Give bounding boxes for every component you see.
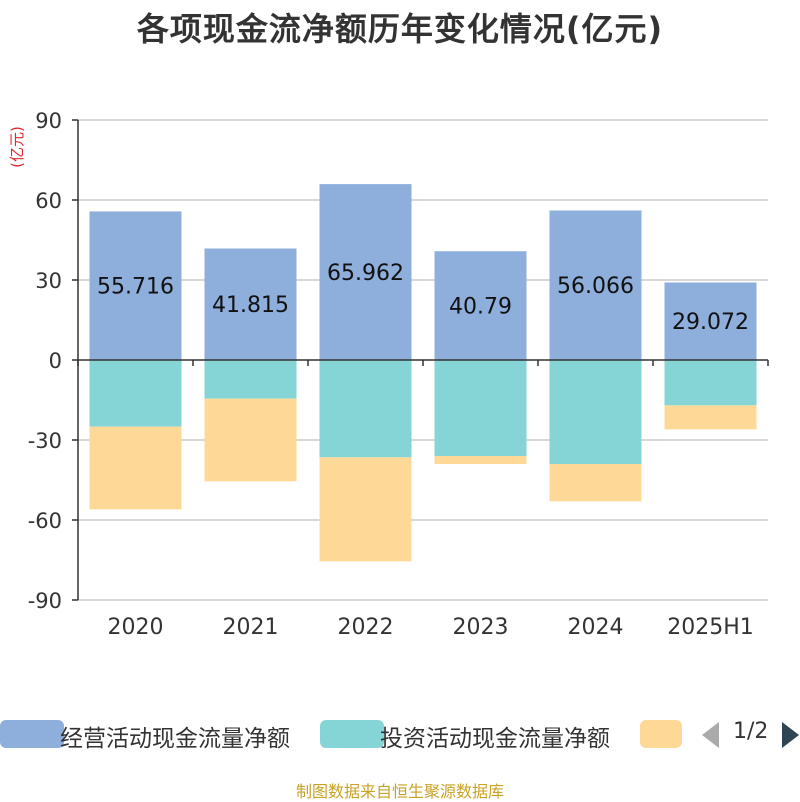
y-tick-label: 60 bbox=[35, 189, 62, 213]
x-tick-label: 2020 bbox=[108, 615, 164, 640]
bar-value-label: 40.79 bbox=[449, 295, 512, 320]
bar-value-label: 41.815 bbox=[212, 293, 289, 318]
x-tick-label: 2024 bbox=[568, 615, 624, 640]
pager-indicator: 1/2 bbox=[733, 719, 769, 744]
bar-series2-2021 bbox=[204, 398, 297, 482]
axes bbox=[72, 119, 769, 601]
chart-title: 各项现金流净额历年变化情况(亿元) bbox=[136, 10, 664, 48]
bar-series1-2025H1 bbox=[664, 360, 757, 406]
bar-value-label: 56.066 bbox=[557, 274, 634, 299]
x-tick-label: 2021 bbox=[223, 615, 279, 640]
bar-series1-2024 bbox=[549, 360, 642, 464]
grid-lines bbox=[78, 119, 768, 601]
pager-prev-icon[interactable] bbox=[702, 722, 719, 748]
x-tick-label: 2025H1 bbox=[667, 615, 754, 640]
bar-value-label: 65.962 bbox=[327, 261, 404, 286]
bar-series0-2021 bbox=[204, 248, 297, 360]
bar-series1-2021 bbox=[204, 360, 297, 399]
pager-next-icon[interactable] bbox=[782, 722, 799, 748]
legend-label-investing: 投资活动现金流量净额 bbox=[380, 726, 610, 752]
bar-series0-2020 bbox=[89, 211, 182, 360]
x-tick-label: 2022 bbox=[338, 615, 394, 640]
x-tick-label: 2023 bbox=[453, 615, 509, 640]
y-axis-title: (亿元) bbox=[8, 126, 26, 168]
bar-series0-2025H1 bbox=[664, 282, 757, 360]
bar-series2-2025H1 bbox=[664, 405, 757, 430]
y-tick-label: -30 bbox=[28, 429, 62, 453]
legend-item-investing[interactable]: 投资活动现金流量净额 bbox=[320, 718, 630, 752]
source-note: 制图数据来自恒生聚源数据库 bbox=[295, 782, 504, 801]
bar-series0-2022 bbox=[319, 184, 412, 360]
bar-series2-2020 bbox=[89, 426, 182, 510]
bar-value-label: 29.072 bbox=[672, 310, 749, 335]
bar-series1-2022 bbox=[319, 360, 412, 458]
y-tick-label: 90 bbox=[35, 109, 62, 133]
bar-series2-2022 bbox=[319, 457, 412, 562]
y-tick-label: 0 bbox=[49, 349, 62, 373]
y-tick-label: 30 bbox=[35, 269, 62, 293]
bar-series1-2020 bbox=[89, 360, 182, 427]
y-tick-label: -60 bbox=[28, 509, 62, 533]
bar-series1-2023 bbox=[434, 360, 527, 456]
legend-swatch-financing bbox=[640, 720, 682, 748]
y-tick-label: -90 bbox=[28, 589, 62, 613]
labels: 90 60 30 0 -30 -60 -90 (亿元) 55.716 2020 41.815 2021… bbox=[8, 109, 754, 640]
bar-series2-2023 bbox=[434, 456, 527, 464]
legend-item-operating[interactable]: 经营活动现金流量净额 bbox=[0, 718, 310, 752]
bar-series0-2023 bbox=[434, 251, 527, 360]
legend-swatch-operating bbox=[0, 720, 64, 748]
legend-pager: 1/2 bbox=[700, 716, 800, 752]
bar-series2-2024 bbox=[549, 464, 642, 502]
bar-series0-2024 bbox=[549, 210, 642, 360]
bars bbox=[89, 184, 757, 562]
legend-label-operating: 经营活动现金流量净额 bbox=[60, 726, 290, 752]
legend-swatch-investing bbox=[320, 720, 384, 748]
legend-item-financing[interactable] bbox=[640, 718, 684, 750]
bar-value-label: 55.716 bbox=[97, 275, 174, 300]
